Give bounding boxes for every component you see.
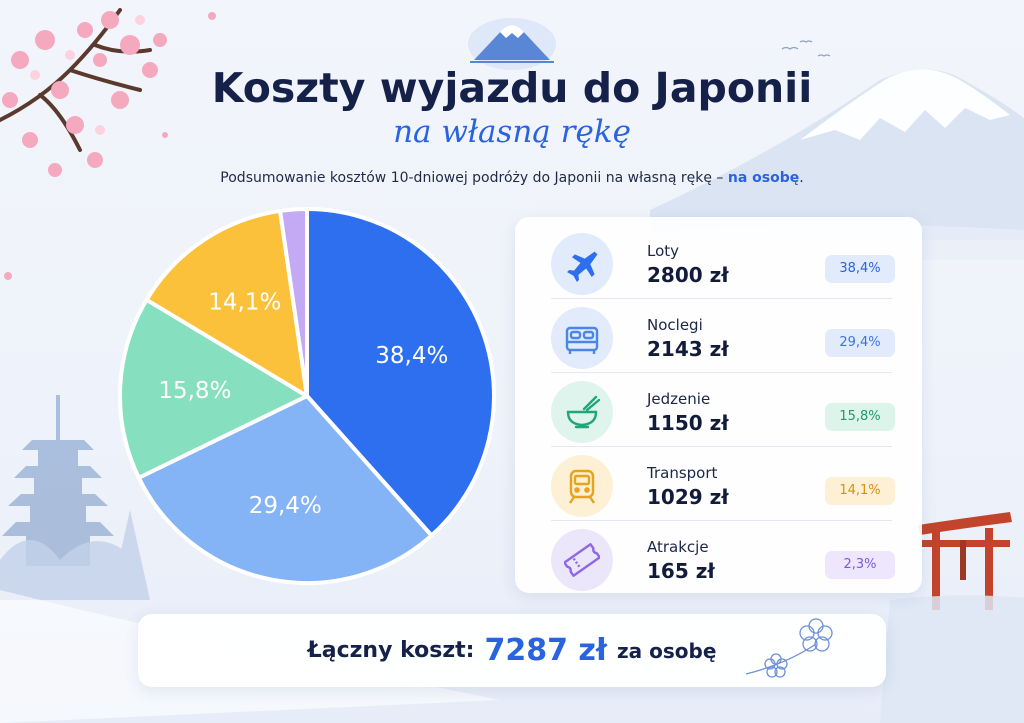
legend-amount: 1150 zł xyxy=(647,411,729,435)
legend-divider xyxy=(551,298,892,299)
legend-percent-badge: 2,3% xyxy=(825,551,895,579)
pie-label-transport: 14,1% xyxy=(208,290,281,316)
fuji-badge-icon xyxy=(468,18,556,70)
description-end: . xyxy=(799,170,804,186)
pie-slice-loty xyxy=(305,207,496,538)
description-text: Podsumowanie kosztów 10-dniowej podróży … xyxy=(220,170,728,186)
legend-amount: 1029 zł xyxy=(647,485,729,509)
birds-icon xyxy=(781,40,831,57)
legend-percent-badge: 38,4% xyxy=(825,255,895,283)
pie-slice-atrakcje xyxy=(278,207,309,398)
legend-row-noclegi: Noclegi 2143 zł 29,4% xyxy=(515,299,922,373)
legend-percent-badge: 14,1% xyxy=(825,477,895,505)
total-value: 7287 zł xyxy=(484,633,608,668)
bed-icon xyxy=(551,307,613,369)
page-subtitle: na własną rękę xyxy=(393,114,631,150)
legend-row-transport: Transport 1029 zł 14,1% xyxy=(515,447,922,521)
legend-category-name: Transport xyxy=(647,464,718,482)
sakura-flower-icon xyxy=(746,618,833,678)
total-suffix: za osobę xyxy=(617,638,717,663)
total-cost-card: Łączny koszt: 7287 zł za osobę xyxy=(138,614,886,687)
pie-chart: 38,4%29,4%15,8%14,1%2,3% xyxy=(118,207,496,585)
legend-row-jedzenie: Jedzenie 1150 zł 15,8% xyxy=(515,373,922,447)
legend-amount: 2800 zł xyxy=(647,263,729,287)
legend-percent-badge: 29,4% xyxy=(825,329,895,357)
legend-divider xyxy=(551,446,892,447)
train-icon xyxy=(551,455,613,517)
legend-percent-badge: 15,8% xyxy=(825,403,895,431)
ticket-icon xyxy=(551,529,613,591)
legend-row-atrakcje: Atrakcje 165 zł 2,3% xyxy=(515,521,922,595)
legend-category-name: Loty xyxy=(647,242,680,260)
legend-category-name: Atrakcje xyxy=(647,538,709,556)
legend-card: Loty 2800 zł 38,4% Noclegi 2143 zł 29,4%… xyxy=(515,217,922,593)
page-description: Podsumowanie kosztów 10-dniowej podróży … xyxy=(0,170,1024,186)
airplane-icon xyxy=(551,233,613,295)
total-label: Łączny koszt: xyxy=(307,638,475,663)
legend-row-loty: Loty 2800 zł 38,4% xyxy=(515,225,922,299)
pie-label-jedzenie: 15,8% xyxy=(158,378,231,404)
pie-slice-jedzenie xyxy=(118,297,309,480)
trees-illustration xyxy=(0,510,150,600)
description-highlight: na osobę xyxy=(727,170,800,186)
cherry-blossom-branch xyxy=(0,8,216,280)
torii-gate-illustration xyxy=(918,512,1012,610)
legend-divider xyxy=(551,372,892,373)
legend-divider xyxy=(551,520,892,521)
page-title: Koszty wyjazdu do Japonii xyxy=(211,64,813,112)
pagoda-illustration xyxy=(2,395,114,566)
pie-slice-transport xyxy=(144,208,309,398)
rice-bowl-icon xyxy=(551,381,613,443)
legend-category-name: Noclegi xyxy=(647,316,703,334)
legend-category-name: Jedzenie xyxy=(647,390,711,408)
pie-label-noclegi: 29,4% xyxy=(249,493,322,519)
legend-amount: 2143 zł xyxy=(647,337,729,361)
pie-label-loty: 38,4% xyxy=(375,343,448,369)
legend-amount: 165 zł xyxy=(647,559,715,583)
